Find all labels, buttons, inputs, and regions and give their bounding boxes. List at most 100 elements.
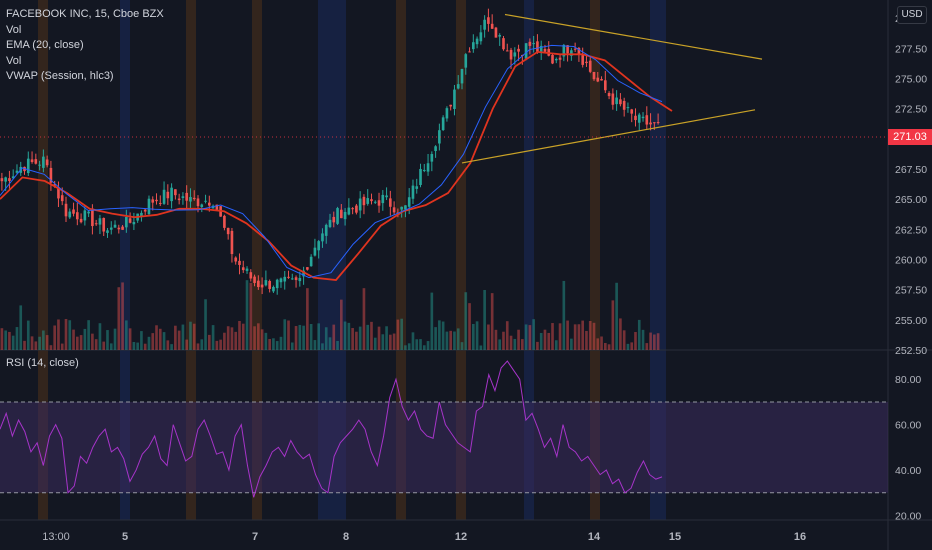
- volume-bar: [487, 324, 490, 350]
- symbol-title[interactable]: FACEBOOK INC, 15, Cboe BZX: [6, 8, 164, 20]
- volume-bar: [234, 331, 238, 350]
- price-tick-label: 277.50: [895, 43, 927, 55]
- volume-bar: [422, 345, 426, 350]
- candle-body: [339, 209, 343, 219]
- volume-bar: [140, 331, 143, 350]
- time-tick-label: 15: [669, 531, 681, 543]
- candle-body: [257, 280, 260, 288]
- volume-bar: [328, 337, 332, 350]
- price-tick-label: 257.50: [895, 285, 927, 297]
- candle-body: [109, 227, 113, 230]
- volume-bar: [200, 339, 204, 350]
- volume-bar: [121, 282, 124, 350]
- volume-bar: [479, 345, 483, 350]
- trendlines[interactable]: [461, 13, 763, 164]
- volume-bar: [494, 329, 498, 350]
- indicator-vwap[interactable]: VWAP (Session, hlc3): [6, 70, 114, 82]
- candle-body: [645, 115, 649, 125]
- volume-bar: [204, 299, 207, 350]
- candle-body: [358, 198, 362, 211]
- candle-body: [381, 194, 385, 204]
- indicator-vol[interactable]: Vol: [6, 23, 22, 36]
- candle-body: [539, 45, 543, 52]
- candle-body: [622, 100, 626, 110]
- candle-body: [471, 42, 475, 50]
- volume-bar: [517, 329, 520, 350]
- volume-bar: [38, 336, 41, 350]
- volume-bar: [313, 340, 317, 350]
- candle-body: [366, 198, 370, 204]
- volume-bar: [588, 320, 592, 350]
- candle-body: [551, 55, 554, 64]
- candle-body: [426, 163, 430, 172]
- candle-body: [147, 198, 151, 215]
- candle-body: [328, 219, 332, 228]
- candle-body: [30, 159, 34, 162]
- candle-body: [204, 200, 207, 202]
- volume-bar: [306, 288, 309, 350]
- volume-bar: [524, 324, 528, 350]
- candle-body: [98, 218, 102, 225]
- session-band: [252, 0, 262, 520]
- candle-body: [355, 205, 358, 213]
- candle-body: [64, 203, 68, 217]
- candle-body: [385, 195, 388, 198]
- candle-body: [264, 280, 268, 286]
- indicator-ema[interactable]: EMA (20, close): [6, 39, 84, 51]
- volume-bar: [79, 335, 83, 350]
- volume-bar: [34, 341, 38, 350]
- volume-bar: [324, 327, 328, 350]
- volume-bar: [528, 325, 532, 350]
- volume-bar: [509, 335, 513, 350]
- candle-body: [373, 201, 377, 203]
- volume-bar: [641, 329, 645, 350]
- volume-bar: [275, 341, 279, 350]
- volume-bar: [407, 343, 411, 350]
- price-tick-label: 262.50: [895, 224, 927, 236]
- volume-bar: [656, 333, 660, 350]
- volume-bar: [490, 293, 494, 350]
- candle-body: [581, 55, 585, 65]
- candle-body: [562, 44, 566, 57]
- price-axis[interactable]: 280.00277.50275.00272.50270.00267.50265.…: [895, 13, 927, 357]
- rsi-axis[interactable]: 80.00 60.00 40.00 20.00: [895, 374, 921, 522]
- volume-bar: [192, 323, 196, 350]
- candle-body: [585, 61, 588, 64]
- volume-bar: [645, 343, 649, 350]
- volume-bar: [230, 327, 234, 350]
- currency-button[interactable]: USD: [897, 6, 927, 24]
- time-axis[interactable]: 13:00 5 7 8 12 14 15 16: [42, 531, 806, 543]
- candle-body: [49, 167, 53, 183]
- price-tick-label: 275.00: [895, 73, 927, 85]
- candle-body: [143, 209, 147, 212]
- volume-bar: [87, 320, 90, 350]
- volume-bar: [626, 343, 630, 350]
- candle-body: [453, 89, 456, 109]
- indicator-vol-2[interactable]: Vol: [6, 54, 22, 67]
- volume-bar: [381, 334, 385, 350]
- candle-body: [117, 227, 121, 230]
- price-tick-label: 255.00: [895, 315, 927, 327]
- candle-body: [317, 241, 321, 251]
- candle-body: [230, 230, 234, 255]
- candle-body: [185, 192, 189, 201]
- session-band: [396, 0, 406, 520]
- session-band: [456, 0, 466, 520]
- volume-bar: [60, 343, 64, 350]
- rsi-label[interactable]: RSI (14, close): [6, 357, 79, 369]
- candle-body: [641, 116, 645, 119]
- candle-body: [0, 178, 4, 182]
- volume-bar: [128, 328, 132, 350]
- time-tick-label: 8: [343, 531, 349, 543]
- session-band: [650, 0, 666, 520]
- volume-bar: [483, 289, 486, 350]
- candle-body: [196, 198, 200, 207]
- volume-bar: [321, 343, 324, 350]
- volume-bar: [11, 335, 15, 350]
- candle-body: [83, 210, 87, 221]
- volume-bar: [42, 330, 45, 350]
- volume-bar: [332, 324, 336, 350]
- candle-body: [653, 122, 656, 124]
- candle-body: [343, 211, 347, 220]
